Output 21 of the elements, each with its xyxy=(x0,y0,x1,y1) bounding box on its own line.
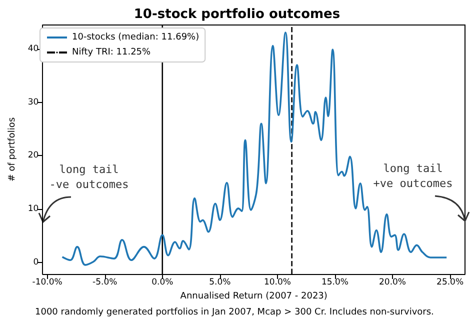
y-tick-label: 20 xyxy=(28,150,39,161)
annotation: long tail +ve outcomes xyxy=(373,162,453,190)
y-tick-label: 40 xyxy=(28,44,39,54)
x-tick-label: 20.0% xyxy=(379,278,406,288)
y-axis-title: # of portfolios xyxy=(8,117,18,182)
x-tick-label: 5.0% xyxy=(209,278,231,288)
x-tick-label: 10.0% xyxy=(264,278,291,288)
x-axis-title: Annualised Return (2007 - 2023) xyxy=(180,291,328,302)
x-tick-label: -10.0% xyxy=(32,278,62,288)
legend-label: 10-stocks (median: 11.69%) xyxy=(72,32,200,42)
annotation: long tail -ve outcomes xyxy=(49,163,129,191)
chart-title: 10-stock portfolio outcomes xyxy=(134,7,340,22)
y-tick-label: 30 xyxy=(28,97,39,108)
ref-line-label: Nifty TRI: 11.25% xyxy=(72,48,152,58)
y-tick-label: 0 xyxy=(33,257,39,268)
x-tick-label: 0.0% xyxy=(152,278,174,288)
x-tick-label: -5.0% xyxy=(92,278,118,288)
text: 1000 randomly generated portfolios in Jan 2007, Mcap > 300 Cr. Includes non-survivors. xyxy=(35,308,434,318)
x-tick-label: 25.0% xyxy=(436,278,464,288)
x-tick-label: 15.0% xyxy=(321,278,348,288)
y-tick-label: 10 xyxy=(28,204,39,214)
